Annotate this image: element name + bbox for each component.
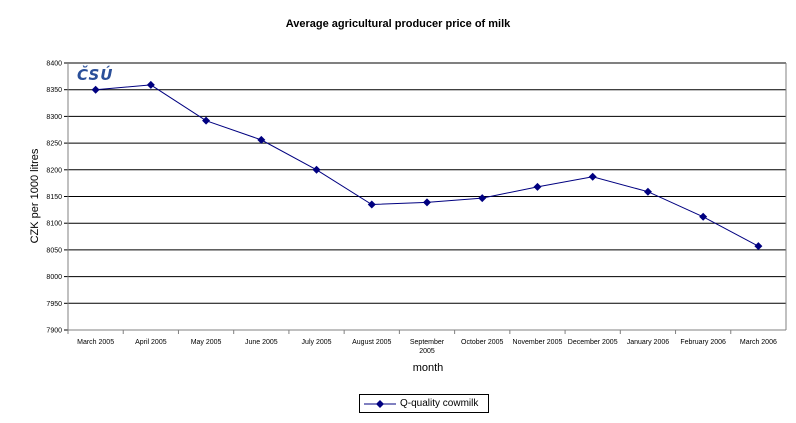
y-tick-label: 8350 <box>46 87 62 94</box>
csu-logo: ČSÚ <box>77 66 114 84</box>
y-tick-label: 8300 <box>46 114 62 121</box>
legend-label: Q-quality cowmilk <box>400 398 479 409</box>
legend-marker <box>364 399 396 408</box>
y-tick-label: 8150 <box>46 194 62 201</box>
data-point <box>533 182 542 191</box>
data-point <box>146 80 155 89</box>
data-point <box>202 116 211 125</box>
x-tick-label: April 2005 <box>135 339 167 346</box>
data-point <box>423 198 431 207</box>
x-tick-label: November 2005 <box>513 339 563 346</box>
data-point <box>699 212 708 221</box>
legend: Q-quality cowmilk <box>359 394 489 413</box>
y-axis-label: CZK per 1000 litres <box>29 148 41 244</box>
y-tick-label: 8100 <box>46 221 62 228</box>
y-tick-label: 8050 <box>46 247 62 254</box>
y-tick-label: 8000 <box>46 274 62 281</box>
x-tick-label: March 2005 <box>77 339 114 346</box>
y-tick-label: 8400 <box>46 61 62 68</box>
x-tick-label: December 2005 <box>568 339 618 346</box>
data-point <box>367 200 376 209</box>
x-tick-label: September 2005 <box>410 339 445 355</box>
data-point <box>588 172 597 181</box>
x-tick-label: January 2006 <box>627 339 670 346</box>
data-point <box>312 165 321 174</box>
y-tick-label: 8200 <box>46 167 62 174</box>
x-axis-label: month <box>412 362 444 374</box>
data-point <box>478 194 487 203</box>
x-tick-label: May 2005 <box>191 339 222 346</box>
y-tick-label: 8250 <box>46 141 62 148</box>
y-tick-label: 7950 <box>46 301 62 308</box>
x-tick-label: March 2006 <box>740 339 777 346</box>
x-tick-label: June 2005 <box>245 339 278 346</box>
data-point <box>643 187 652 196</box>
x-tick-label: August 2005 <box>352 339 391 346</box>
series-line <box>95 84 759 247</box>
x-tick-label: July 2005 <box>302 339 332 346</box>
data-point <box>257 135 266 144</box>
data-point <box>754 242 763 251</box>
x-tick-label: February 2006 <box>680 339 726 346</box>
y-tick-label: 7900 <box>46 328 62 335</box>
data-point <box>91 85 100 94</box>
x-tick-label: October 2005 <box>461 339 504 346</box>
chart-title: Average agricultural producer price of m… <box>285 18 511 30</box>
